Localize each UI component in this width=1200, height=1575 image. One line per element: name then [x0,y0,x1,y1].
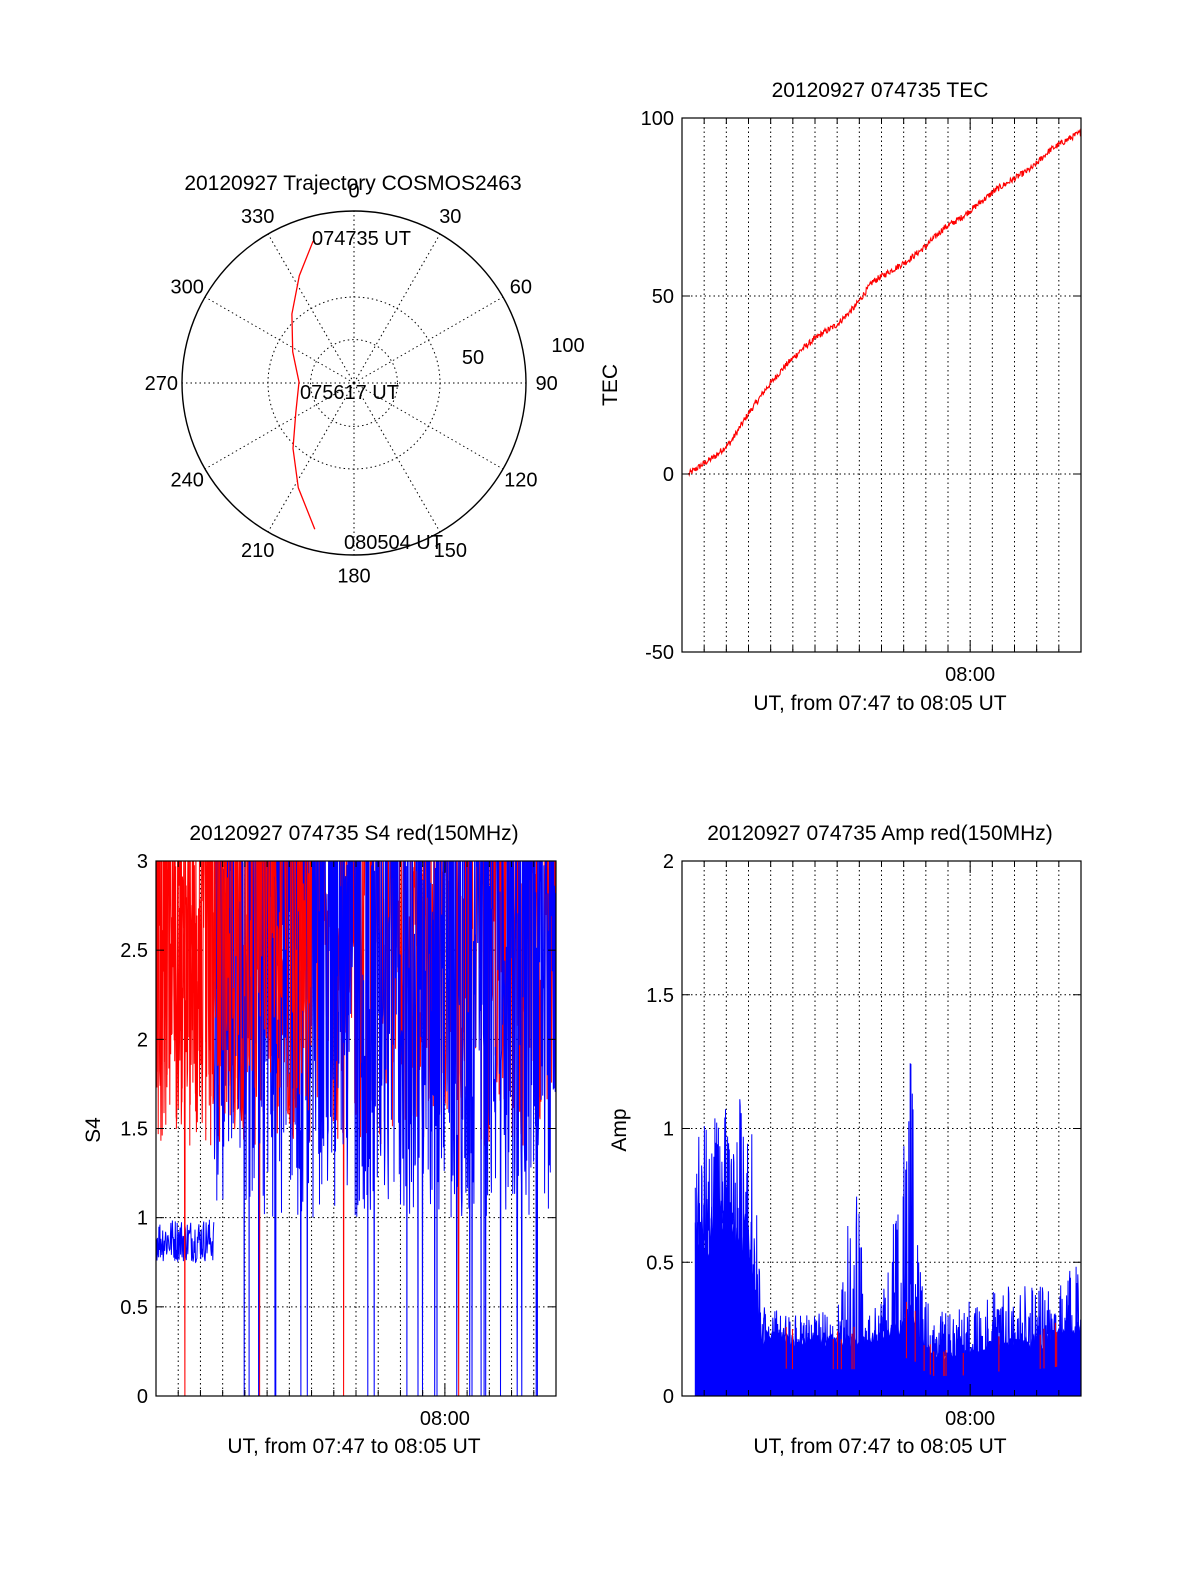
y-tick-label: 0 [663,1386,674,1408]
polar-angle-label: 270 [145,373,178,395]
tec-x-axis-label: UT, from 07:47 to 08:05 UT [753,692,1006,715]
polar-spoke [267,382,355,533]
tec-title: 20120927 074735 TEC [772,79,989,102]
polar-spoke [353,382,441,533]
polar-spoke [204,296,355,384]
polar-outer-circle [181,210,527,556]
y-tick-label: 1 [137,1208,148,1230]
polar-angle-label: 240 [170,469,203,491]
y-tick-label: 0 [137,1386,148,1408]
amp-blue-series [694,1063,1082,1397]
polar-angle-label: 90 [536,373,558,395]
polar-angle-label: 210 [241,540,274,562]
trajectory-end-time: 080504 UT [344,532,443,554]
s4-y-axis-label: S4 [82,1117,105,1143]
tec-series-line [688,128,1082,477]
trajectory-line [291,240,316,530]
y-tick-label: 2.5 [120,940,148,962]
y-tick-label: 1.5 [646,985,674,1007]
y-tick-label: 2 [137,1029,148,1051]
amp-plot: 20120927 074735 Amp red(150MHz) Amp UT, … [608,822,1082,1458]
s4-x-axis-label: UT, from 07:47 to 08:05 UT [227,1435,480,1458]
amp-x-axis-label: UT, from 07:47 to 08:05 UT [753,1435,1006,1458]
polar-spoke [267,233,355,384]
y-tick-label: 0 [663,464,674,486]
polar-angle-label: 120 [504,469,537,491]
y-tick-label: 1 [663,1119,674,1141]
polar-spoke [204,382,355,470]
trajectory-polar-plot: 20120927 Trajectory COSMOS2463 0 30 60 90 12… [145,172,585,588]
polar-title: 20120927 Trajectory COSMOS2463 [184,172,521,195]
y-tick-label: 3 [137,851,148,873]
s4-title: 20120927 074735 S4 red(150MHz) [189,822,518,845]
polar-ring-label: 50 [462,347,484,369]
x-tick-label: 08:00 [945,664,995,686]
polar-spoke [353,382,504,470]
polar-angle-label: 180 [337,566,370,588]
y-tick-label: 2 [663,851,674,873]
tec-y-axis-label: TEC [599,364,622,406]
polar-spoke [353,233,441,384]
polar-angle-label: 0 [348,180,359,202]
x-tick-label: 08:00 [420,1408,470,1430]
s4-blue-series [213,861,556,1396]
tec-plot: 20120927 074735 TEC TEC UT, from 07:47 t… [599,79,1082,715]
polar-angle-label: 30 [439,206,461,228]
polar-spoke [353,296,504,384]
s4-red-series-overlay [156,861,313,1128]
x-tick-label: 08:00 [945,1408,995,1430]
y-tick-label: 0.5 [646,1252,674,1274]
y-tick-label: 100 [641,108,674,130]
amp-y-axis-label: Amp [608,1108,631,1151]
polar-angle-label: 150 [434,540,467,562]
polar-angle-label: 330 [241,206,274,228]
s4-data-area [156,861,556,1396]
polar-angle-label: 300 [170,277,203,299]
amp-title: 20120927 074735 Amp red(150MHz) [707,822,1053,845]
y-tick-label: 50 [652,286,674,308]
trajectory-start-time: 074735 UT [312,228,411,250]
trajectory-mid-time: 075617 UT [300,382,399,404]
polar-ring-label: 100 [551,335,584,357]
polar-angle-label: 60 [510,277,532,299]
y-tick-label: 0.5 [120,1297,148,1319]
y-tick-label: 1.5 [120,1119,148,1141]
y-tick-label: -50 [645,642,674,664]
polar-ring [310,339,398,427]
s4-plot: 20120927 074735 S4 red(150MHz) S4 UT, fr… [82,822,557,1458]
